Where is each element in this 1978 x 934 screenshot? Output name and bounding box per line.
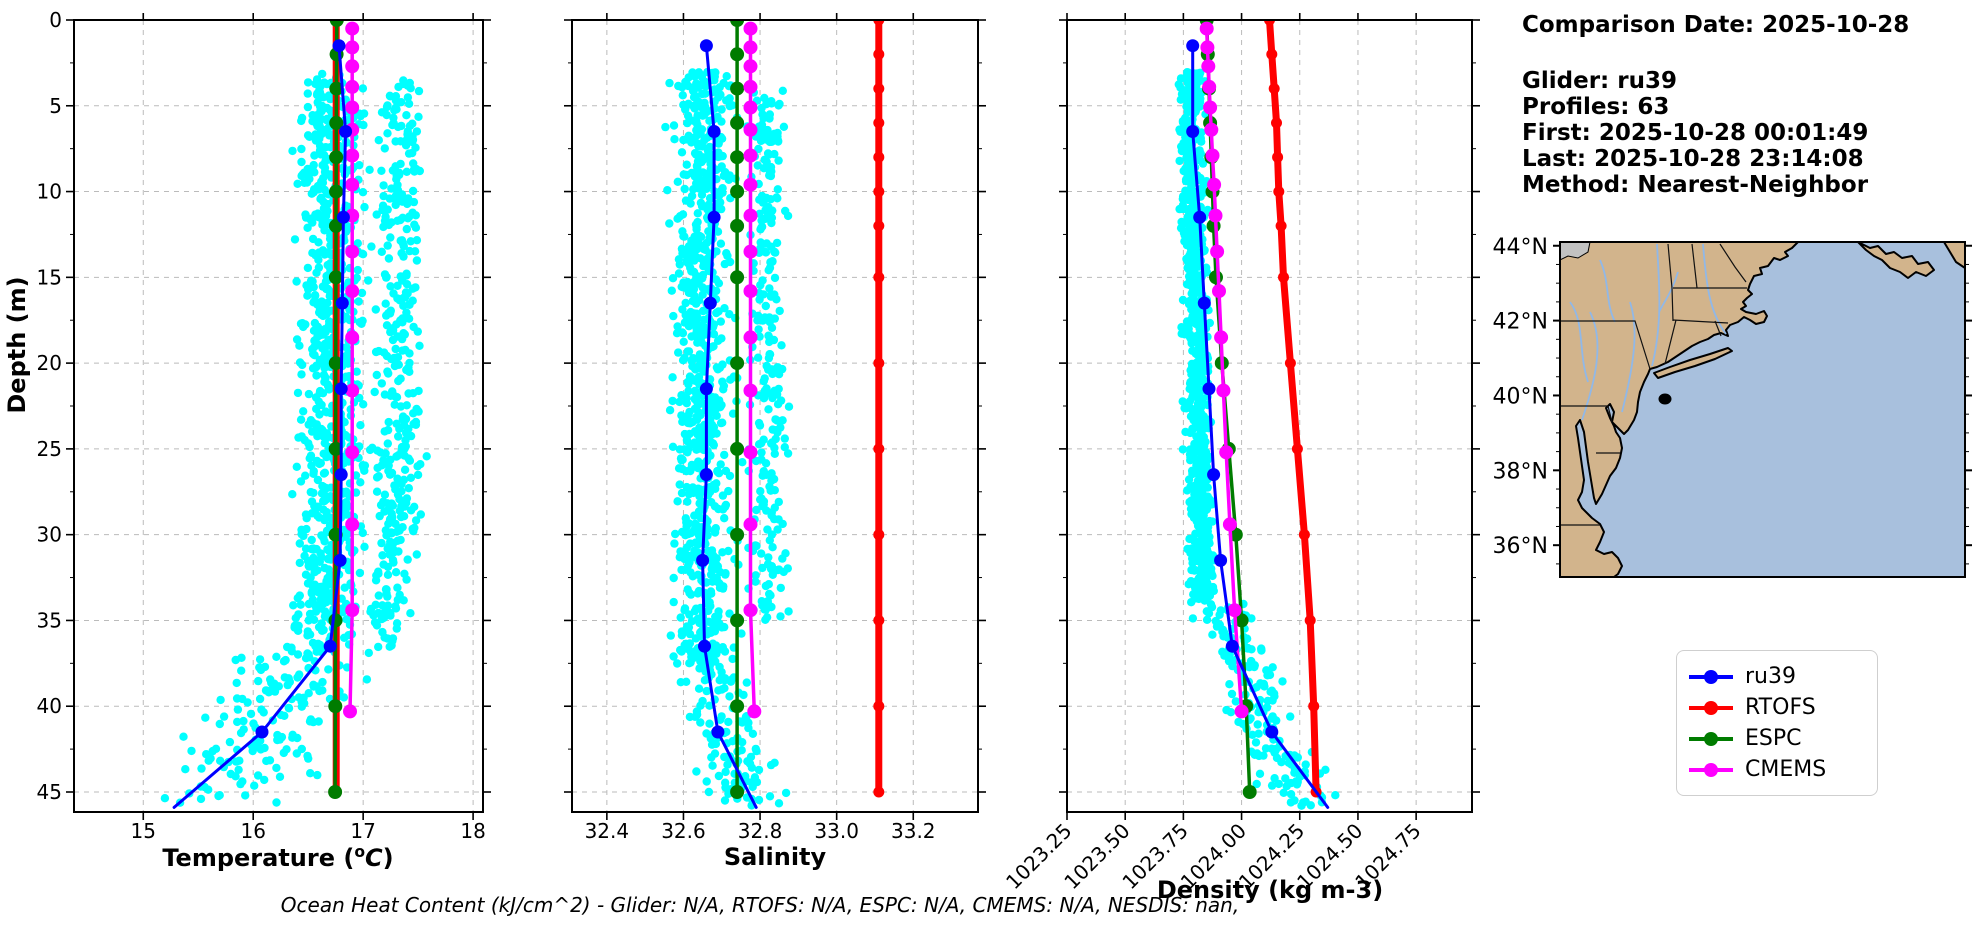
legend-label-cmems: CMEMS: [1745, 757, 1827, 782]
salinity-ru39-profile: [696, 39, 758, 809]
density-axes-frame: [1066, 19, 1473, 813]
svg-text:0: 0: [49, 8, 62, 32]
comparison-date-text: Comparison Date: 2025-10-28: [1522, 12, 1910, 38]
temperature-glider-scatter: [160, 69, 431, 807]
map-land-nova-scotia: [1857, 241, 1935, 279]
legend-swatch-rtofs: [1689, 700, 1733, 715]
legend: ru39 RTOFS ESPC CMEMS: [1676, 650, 1878, 796]
salinity-glider-scatter: [661, 67, 794, 810]
map-glider-track-dot: [1658, 393, 1672, 405]
temperature-xtick-labels: 15 16 17 18: [131, 819, 486, 843]
temperature-axes-frame: [73, 19, 484, 813]
ocean-heat-content-text: Ocean Heat Content (kJ/cm^2) - Glider: N…: [280, 893, 1240, 917]
density-cmems-profile: [1199, 21, 1249, 719]
svg-text:17: 17: [350, 819, 375, 843]
salinity-rtofs-profile: [873, 20, 885, 798]
svg-text:15: 15: [131, 819, 156, 843]
legend-item-ru39: ru39: [1689, 661, 1865, 692]
temperature-grid: [74, 20, 483, 812]
legend-label-rtofs: RTOFS: [1745, 695, 1816, 720]
svg-text:45: 45: [37, 780, 62, 804]
density-rtofs-profile: [1264, 20, 1322, 798]
svg-text:15: 15: [37, 265, 62, 289]
svg-text:25: 25: [37, 437, 62, 461]
depth-axis-label: Depth (m): [3, 276, 31, 414]
temperature-ru39-profile: [172, 39, 353, 809]
map-tick-labels: 44°N42°N40°N38°N36°N76°W74°W72°W70°W68°W…: [1493, 235, 1548, 559]
svg-text:18: 18: [460, 819, 485, 843]
map-rivers: [1569, 243, 1727, 421]
legend-item-cmems: CMEMS: [1689, 754, 1865, 785]
method-text: Method: Nearest-Neighbor: [1522, 172, 1869, 198]
density-panel: 1023.251023.501023.751024.001024.251024.…: [1001, 13, 1480, 894]
svg-text:10: 10: [37, 180, 62, 204]
last-time-text: Last: 2025-10-28 23:14:08: [1522, 146, 1864, 172]
map-land-long-island: [1653, 347, 1733, 379]
svg-text:33.0: 33.0: [814, 819, 859, 843]
svg-text:44°N: 44°N: [1493, 235, 1548, 260]
svg-text:20: 20: [37, 351, 62, 375]
map-state-borders: [1560, 243, 1747, 526]
legend-item-rtofs: RTOFS: [1689, 692, 1865, 723]
depth-tick-labels: 0 5 10 15 20 25 30 35 40 45: [37, 8, 62, 804]
salinity-axes-frame: [571, 19, 979, 813]
temperature-panel: 15 16 17 18 0 5 10 15 20 25 30 35 40 45: [37, 8, 491, 843]
svg-text:30: 30: [37, 523, 62, 547]
svg-text:16: 16: [240, 819, 265, 843]
map-land-mainland: [1559, 241, 1799, 578]
legend-swatch-cmems: [1689, 762, 1733, 777]
profile-panels-svg: 15 16 17 18 0 5 10 15 20 25 30 35 40 45 32.4 32.6 32.8 33…: [37, 8, 1480, 894]
location-map: 44°N42°N40°N38°N36°N76°W74°W72°W70°W68°W…: [1493, 235, 1972, 578]
map-ticks: [1553, 244, 1972, 565]
salinity-axis-title: Salinity: [723, 843, 827, 871]
temperature-title-unit: C: [365, 844, 383, 872]
density-ru39-profile: [1186, 39, 1330, 809]
temperature-axis-title: Temperature (oC): [118, 843, 438, 872]
svg-text:33.2: 33.2: [891, 819, 936, 843]
svg-text:40: 40: [37, 694, 62, 718]
salinity-cmems-profile: [743, 21, 762, 719]
svg-text:38°N: 38°N: [1493, 459, 1548, 484]
svg-text:32.4: 32.4: [585, 819, 630, 843]
legend-label-ru39: ru39: [1745, 664, 1796, 689]
salinity-panel: 32.4 32.6 32.8 33.0 33.2: [564, 13, 986, 843]
legend-label-espc: ESPC: [1745, 726, 1802, 751]
temperature-title-sup: o: [354, 843, 366, 861]
legend-swatch-ru39: [1689, 669, 1733, 684]
svg-text:32.8: 32.8: [738, 819, 783, 843]
map-frame: [1559, 241, 1966, 578]
salinity-xtick-labels: 32.4 32.6 32.8 33.0 33.2: [585, 819, 936, 843]
legend-item-espc: ESPC: [1689, 723, 1865, 754]
svg-text:32.6: 32.6: [661, 819, 706, 843]
profiles-text: Profiles: 63: [1522, 94, 1670, 120]
salinity-axis-ticks: [564, 13, 986, 820]
density-axis-ticks: [1059, 13, 1480, 820]
svg-text:36°N: 36°N: [1493, 534, 1548, 559]
temperature-title-pre: Temperature (: [162, 844, 355, 872]
svg-text:42°N: 42°N: [1493, 310, 1548, 335]
first-time-text: First: 2025-10-28 00:01:49: [1522, 120, 1869, 146]
svg-text:35: 35: [37, 608, 62, 632]
glider-text: Glider: ru39: [1522, 68, 1677, 94]
temperature-title-post: ): [382, 844, 394, 872]
svg-text:5: 5: [49, 94, 62, 118]
salinity-espc-profile: [730, 20, 745, 799]
legend-swatch-espc: [1689, 731, 1733, 746]
svg-text:40°N: 40°N: [1493, 384, 1548, 409]
density-axis-title: Density (kg m-3): [1156, 876, 1384, 904]
temperature-axis-ticks: [66, 13, 491, 820]
